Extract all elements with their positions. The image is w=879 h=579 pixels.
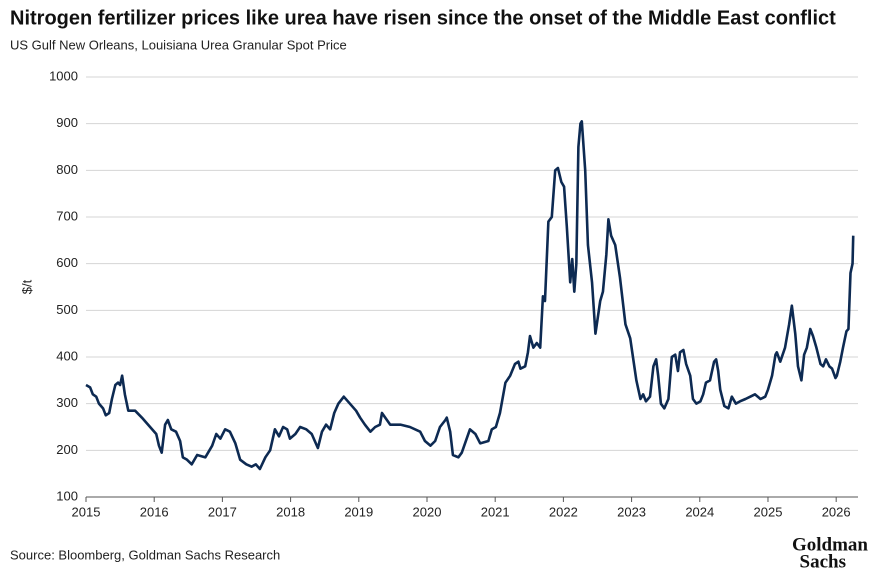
- y-tick-label: 400: [56, 348, 78, 363]
- y-tick-label: 200: [56, 442, 78, 457]
- price-line: [85, 120, 855, 471]
- y-tick-label: 500: [56, 302, 78, 317]
- x-tick-label: 2026: [822, 504, 851, 519]
- x-tick-label: 2025: [754, 504, 783, 519]
- y-tick-label: 1000: [49, 68, 78, 83]
- y-tick-label: 700: [56, 208, 78, 223]
- y-tick-label: 600: [56, 255, 78, 270]
- x-tick-label: 2022: [549, 504, 578, 519]
- x-tick-label: 2021: [481, 504, 510, 519]
- chart-title: Nitrogen fertilizer prices like urea hav…: [10, 7, 836, 29]
- x-tick-label: 2023: [617, 504, 646, 519]
- x-tick-label: 2015: [72, 504, 101, 519]
- y-tick-label: 900: [56, 115, 78, 130]
- y-axis-label: $/t: [19, 279, 34, 294]
- x-tick-label: 2017: [208, 504, 237, 519]
- source: Source: Bloomberg, Goldman Sachs Researc…: [10, 547, 280, 562]
- x-tick-label: 2020: [413, 504, 442, 519]
- y-tick-label: 800: [56, 162, 78, 177]
- logo: Sachs: [800, 551, 846, 572]
- x-tick-label: 2024: [685, 504, 714, 519]
- x-tick-label: 2016: [140, 504, 169, 519]
- y-tick-label: 100: [56, 488, 78, 503]
- x-tick-label: 2018: [276, 504, 305, 519]
- y-tick-label: 300: [56, 395, 78, 410]
- logo: Goldman: [792, 534, 868, 555]
- x-tick-label: 2019: [344, 504, 373, 519]
- chart-subtitle: US Gulf New Orleans, Louisiana Urea Gran…: [10, 37, 347, 52]
